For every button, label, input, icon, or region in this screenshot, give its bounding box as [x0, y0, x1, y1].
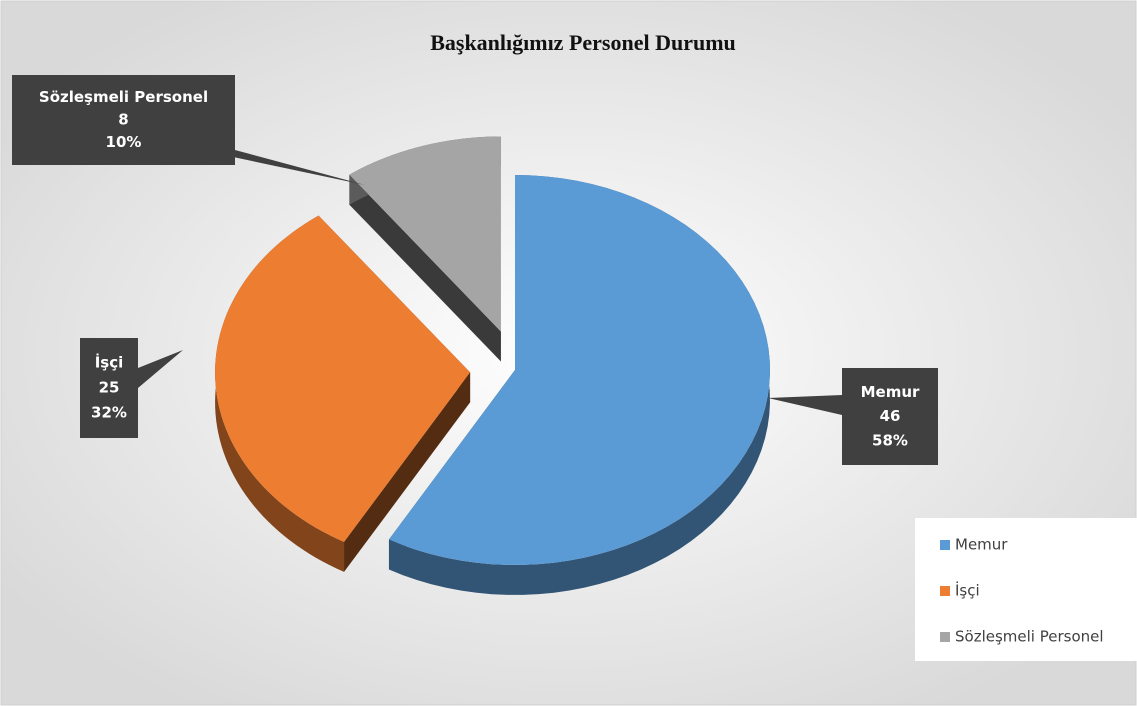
- label-percentage: 58%: [872, 431, 908, 449]
- legend-label: İşçi: [955, 581, 980, 600]
- label-category: Sözleşmeli Personel: [39, 88, 208, 106]
- label-box: [12, 75, 235, 165]
- legend-swatch: [940, 586, 950, 596]
- data-labels: Memur 46 58% İşçi 25 32% Sözleşmeli Personel 8 1…: [12, 75, 938, 465]
- slice: [349, 136, 501, 332]
- legend: Memur İşçi Sözleşmeli Personel: [940, 536, 1104, 646]
- slice: [388, 175, 770, 565]
- label-callout: [768, 395, 842, 415]
- slice-wall: [349, 174, 501, 362]
- legend-label: Memur: [955, 536, 1008, 554]
- label-value: 25: [99, 379, 120, 397]
- label-value: 46: [880, 407, 901, 425]
- chart-title: Başkanlığımız Personel Durumu: [430, 30, 736, 55]
- label-value: 8: [118, 111, 128, 129]
- label-category: İşçi: [95, 353, 124, 372]
- label-category: Memur: [861, 383, 920, 401]
- label-box: [80, 338, 138, 438]
- legend-swatch: [940, 540, 950, 550]
- legend-label: Sözleşmeli Personel: [955, 628, 1104, 646]
- label-box: [842, 368, 938, 465]
- label-callout: [200, 150, 365, 185]
- legend-swatch: [940, 632, 950, 642]
- pie: [215, 136, 770, 595]
- legend-box: [915, 518, 1137, 661]
- label-percentage: 32%: [91, 404, 127, 422]
- slice: [215, 215, 471, 542]
- label-percentage: 10%: [106, 133, 142, 151]
- label-callout: [138, 350, 183, 388]
- slice-wall: [344, 372, 471, 572]
